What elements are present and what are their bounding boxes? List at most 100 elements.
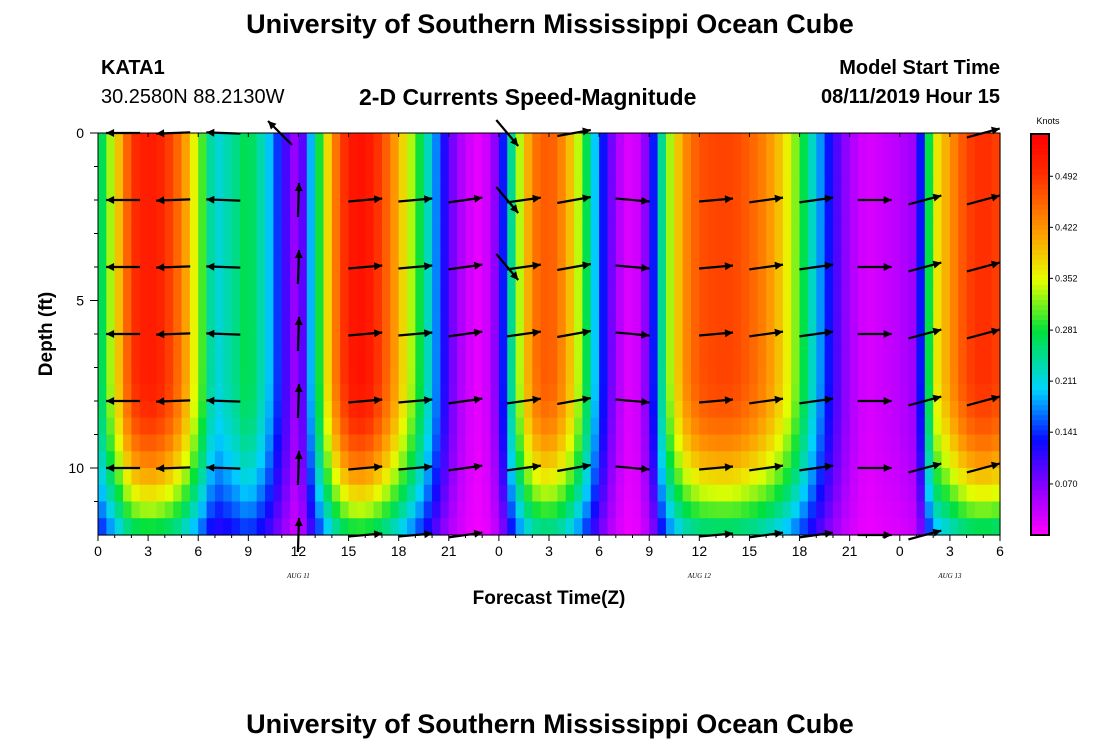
heatmap-cell (816, 133, 826, 151)
heatmap-cell (415, 216, 425, 235)
heatmap-cell (841, 451, 851, 469)
heatmap-cell (164, 300, 174, 318)
heatmap-cell (607, 250, 617, 268)
heatmap-cell (732, 334, 742, 352)
heatmap-cell (498, 133, 508, 151)
heatmap-cell (273, 468, 283, 486)
heatmap-cell (473, 401, 483, 419)
heatmap-cell (323, 200, 333, 218)
heatmap-cell (381, 484, 391, 503)
arrow-head (883, 397, 892, 405)
heatmap-cell (315, 417, 325, 436)
heatmap-cell (599, 300, 609, 318)
heatmap-cell (574, 200, 584, 218)
heatmap-cell (381, 334, 391, 352)
heatmap-cell (557, 518, 567, 536)
heatmap-cell (181, 518, 191, 536)
heatmap-cell (348, 267, 358, 285)
heatmap-cell (958, 401, 968, 419)
current-vector-arrow (749, 462, 784, 472)
heatmap-cell (632, 250, 642, 268)
heatmap-cell (348, 200, 358, 218)
heatmap-cell (640, 367, 650, 385)
arrow-head (473, 529, 483, 538)
heatmap-cell (131, 149, 141, 168)
heatmap-cell (323, 384, 333, 402)
heatmap-cell (457, 518, 467, 536)
heatmap-cell (590, 133, 600, 151)
heatmap-cell (607, 468, 617, 486)
heatmap-cell (690, 283, 700, 302)
heatmap-cell (523, 250, 533, 268)
heatmap-cell (256, 401, 266, 419)
heatmap-cell (331, 501, 341, 519)
heatmap-cell (908, 300, 918, 318)
heatmap-cell (607, 233, 617, 251)
heatmap-cell (849, 216, 859, 235)
heatmap-cell (557, 417, 567, 436)
heatmap-cell (448, 501, 458, 519)
heatmap-cell (949, 283, 959, 302)
heatmap-cell (156, 267, 166, 285)
current-vector-arrow (398, 329, 433, 338)
heatmap-cell (615, 317, 625, 335)
heatmap-cell (682, 183, 692, 201)
heatmap-cell (306, 367, 316, 385)
heatmap-cell (381, 133, 391, 151)
heatmap-cell (515, 216, 525, 235)
heatmap-cell (941, 149, 951, 168)
current-vector-arrow (348, 329, 383, 338)
heatmap-cell (574, 283, 584, 302)
heatmap-cell (707, 166, 717, 184)
heatmap-cell (757, 183, 767, 201)
heatmap-cell (423, 216, 433, 235)
heatmap-cell (749, 317, 759, 335)
heatmap-cell (498, 283, 508, 302)
heatmap-cell (741, 233, 751, 251)
heatmap-cell (365, 183, 375, 201)
heatmap-cell (306, 401, 316, 419)
heatmap-cell (381, 317, 391, 335)
heatmap-cell (799, 216, 809, 235)
heatmap-cell (716, 183, 725, 201)
arrow-head (373, 396, 383, 405)
heatmap-cell (448, 367, 458, 385)
heatmap-cell (281, 149, 291, 168)
current-vector-arrow (749, 328, 784, 338)
date-label: AUG 13 (937, 572, 962, 580)
arrow-head (824, 261, 834, 270)
heatmap-cell (849, 401, 859, 419)
heatmap-cell (256, 350, 266, 369)
heatmap-cell (515, 166, 525, 184)
heatmap-cell (331, 267, 341, 285)
heatmap-cell (866, 200, 876, 218)
heatmap-cell (574, 183, 584, 201)
heatmap-cell (473, 200, 483, 218)
heatmap-cell (315, 501, 325, 519)
heatmap-cell (114, 216, 124, 235)
heatmap-cell (565, 317, 575, 335)
heatmap-cell (482, 518, 492, 536)
arrow-head (582, 395, 591, 404)
colorbar-frame (1030, 133, 1050, 536)
heatmap-cell (515, 317, 525, 335)
heatmap-cell (373, 350, 383, 369)
arrow-head (206, 195, 215, 204)
heatmap-cell (256, 417, 266, 436)
heatmap-cell (749, 401, 759, 419)
heatmap-cell (866, 417, 876, 436)
heatmap-cell (799, 166, 809, 184)
heatmap-cell (356, 501, 366, 519)
heatmap-cell (265, 417, 274, 436)
heatmap-cell (407, 216, 416, 235)
heatmap-cell (749, 267, 759, 285)
heatmap-cell (908, 417, 918, 436)
heatmap-cell (298, 484, 308, 503)
heatmap-cell (214, 350, 224, 369)
colorbar-swatch (1031, 314, 1049, 321)
heatmap-cell (958, 283, 968, 302)
heatmap-cell (983, 401, 993, 419)
heatmap-cell (983, 283, 993, 302)
heatmap-cell (189, 401, 199, 419)
heatmap-cell (248, 451, 258, 469)
